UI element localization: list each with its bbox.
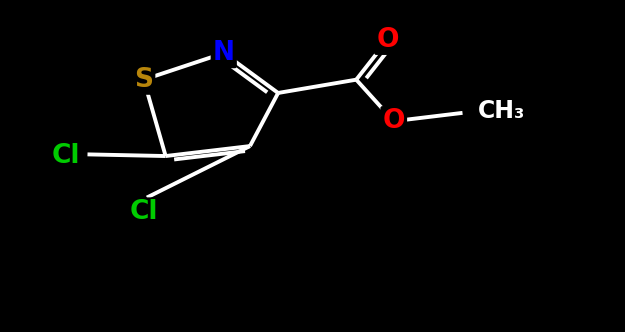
Text: O: O <box>382 108 405 134</box>
Text: CH₃: CH₃ <box>478 99 526 123</box>
Text: S: S <box>134 67 153 93</box>
Text: O: O <box>376 27 399 53</box>
Text: Cl: Cl <box>51 143 80 169</box>
Text: Cl: Cl <box>129 200 158 225</box>
Text: N: N <box>213 40 235 66</box>
